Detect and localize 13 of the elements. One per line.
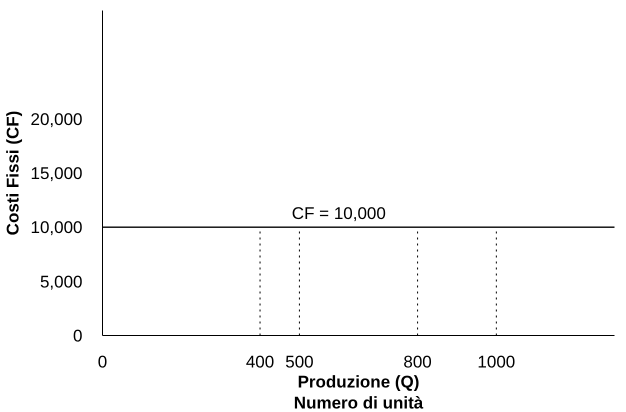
y-tick-label: 10,000	[30, 218, 83, 238]
y-tick-label: 15,000	[30, 164, 83, 183]
y-tick-label: 20,000	[30, 110, 83, 129]
y-tick-label: 5,000	[40, 272, 83, 292]
x-tick-label: 0	[98, 352, 108, 372]
x-tick-label: 1000	[477, 352, 516, 372]
x-axis-title: Produzione (Q) Numero di unità	[294, 372, 424, 412]
x-tick-label: 500	[285, 352, 314, 372]
annotation: CF = 10,000	[292, 204, 386, 224]
y-axis-title: Costi Fissi (CF)	[4, 110, 23, 236]
x-tick-label: 400	[246, 352, 274, 372]
y-tick-label: 0	[73, 326, 83, 346]
x-tick-label: 800	[403, 352, 432, 372]
